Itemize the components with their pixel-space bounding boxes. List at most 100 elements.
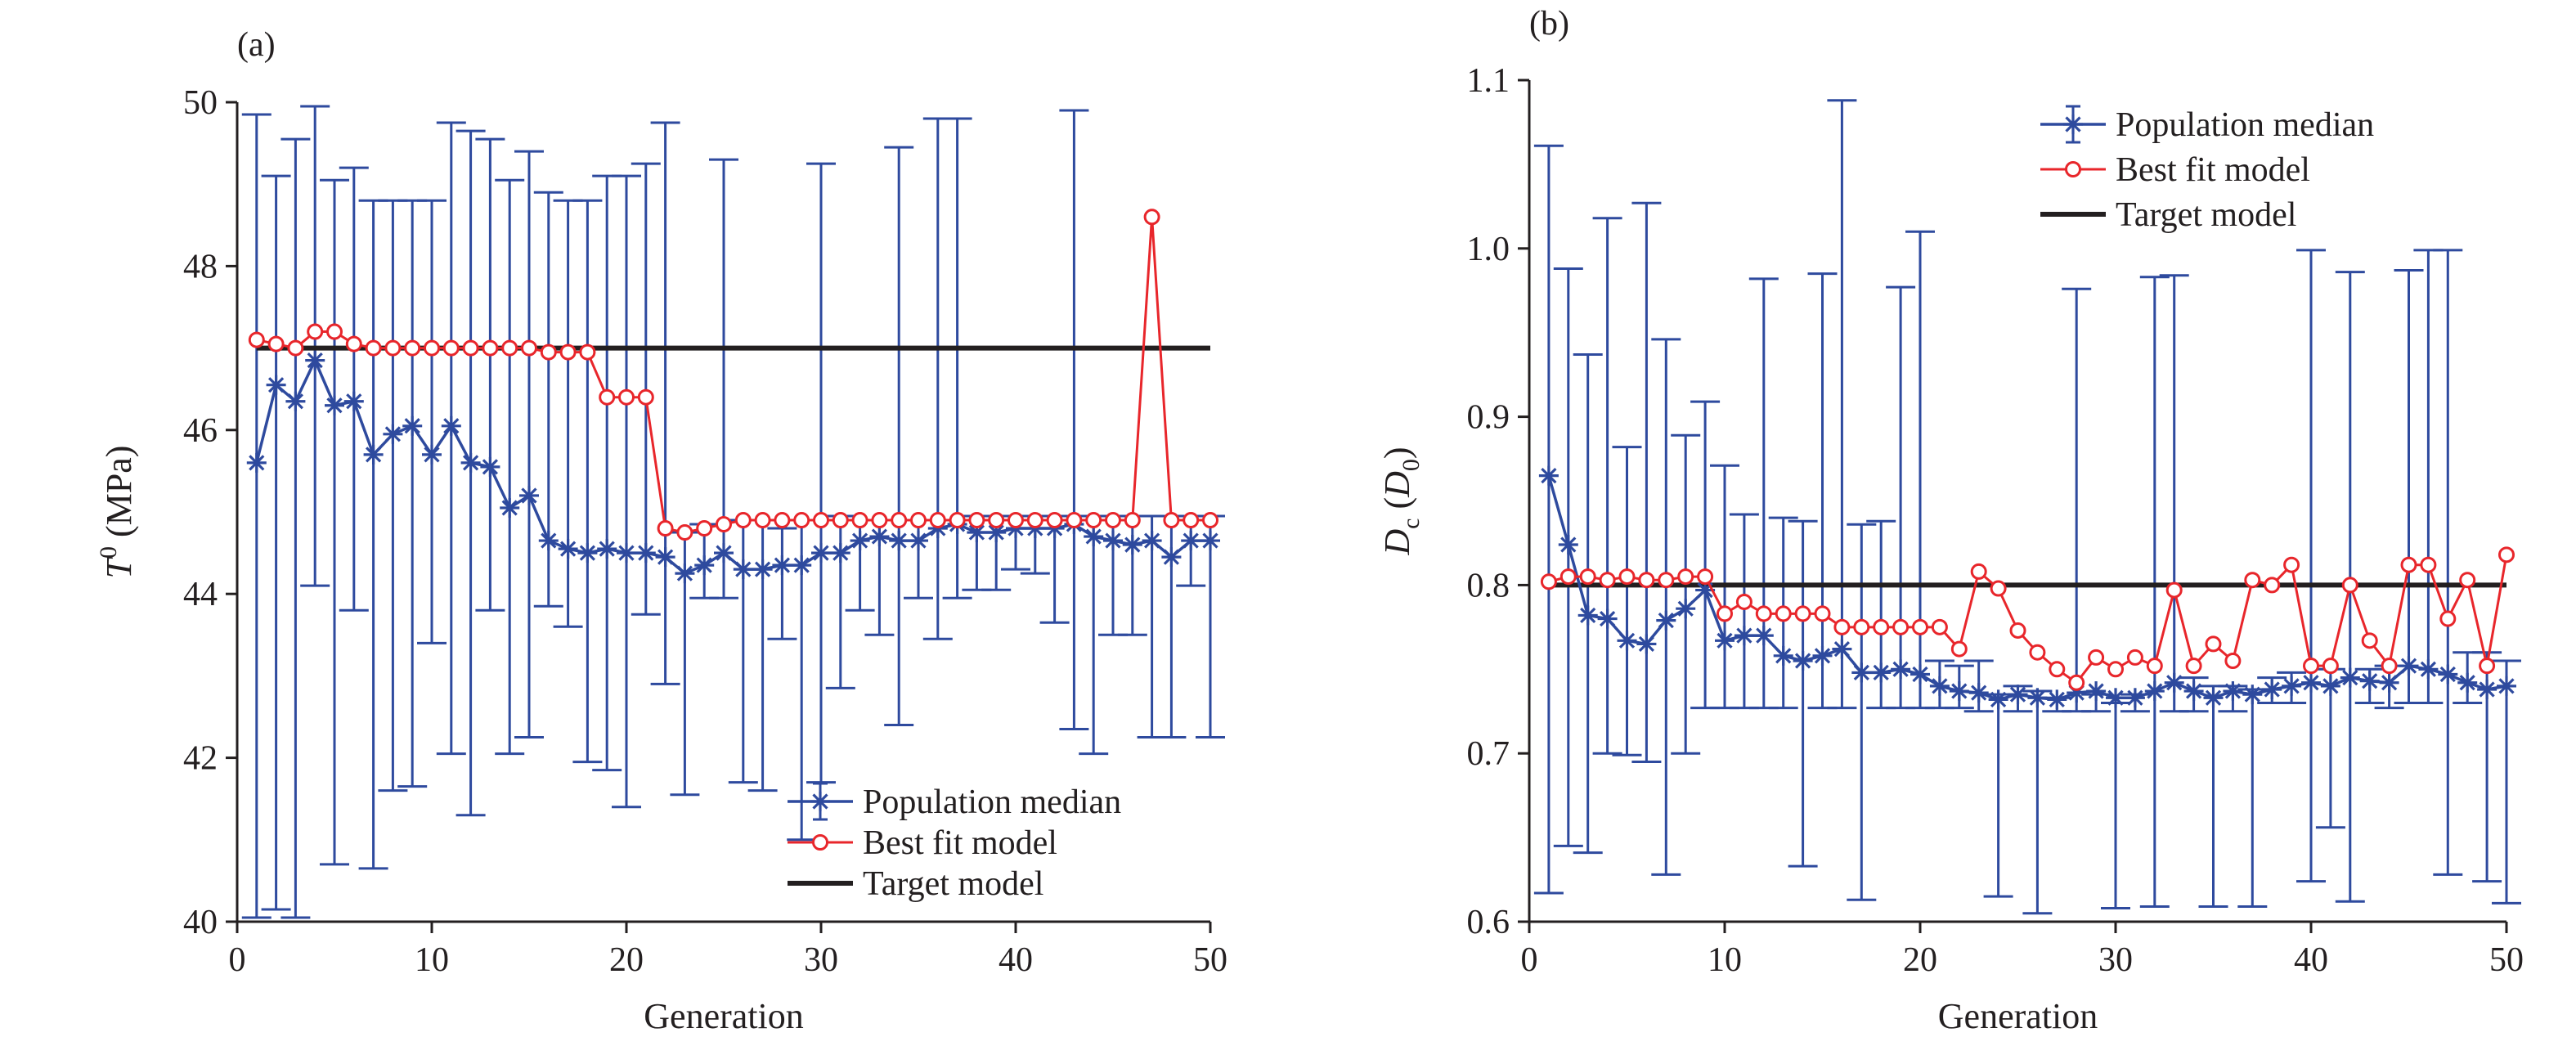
population-median-point-stroke <box>1736 627 1752 644</box>
population-median-point-stroke <box>1794 653 1811 669</box>
population-median-point-stroke <box>696 557 712 573</box>
best-fit-point <box>2165 581 2183 599</box>
population-median-point <box>850 531 870 551</box>
best-fit-point <box>1046 512 1063 529</box>
population-median-point <box>2047 689 2067 710</box>
population-median-point-stroke <box>2439 666 2456 683</box>
best-fit-point <box>1124 512 1141 529</box>
best-fit-point <box>618 388 635 406</box>
population-median-point-stroke <box>2479 681 2495 698</box>
best-fit-point <box>442 339 460 357</box>
population-median-point-stroke <box>735 561 752 577</box>
best-fit-point <box>929 512 946 529</box>
best-fit-point <box>1755 605 1772 622</box>
population-median-point <box>752 559 773 580</box>
x-tick-label: 0 <box>229 941 246 979</box>
population-median-point-stroke <box>2303 675 2319 691</box>
panel-label: (a) <box>237 26 276 64</box>
x-tick-label: 30 <box>2098 941 2133 979</box>
population-median-point <box>2164 672 2184 693</box>
population-median-point <box>1200 531 1220 551</box>
y-axis-title-subscript: c <box>1398 518 1425 528</box>
best-fit-point <box>1163 512 1180 529</box>
x-tick-label: 10 <box>415 941 449 979</box>
best-fit-point <box>832 512 849 529</box>
best-fit-point <box>1618 568 1636 586</box>
x-tick-label: 40 <box>999 941 1033 979</box>
best-fit-point <box>2009 622 2026 639</box>
best-fit-point <box>1853 618 1870 635</box>
population-median-point <box>558 539 578 559</box>
best-fit-point <box>754 512 771 529</box>
population-median-point-stroke <box>1853 664 1869 681</box>
population-median-point <box>1793 651 1813 671</box>
population-median-point-stroke <box>891 532 907 549</box>
population-median-point-stroke <box>910 532 927 549</box>
population-median-point-stroke <box>2049 691 2065 707</box>
population-median-point <box>480 456 500 477</box>
best-fit-point <box>2459 572 2476 589</box>
population-median-point-stroke <box>813 545 829 561</box>
population-median-point-stroke <box>1833 640 1851 658</box>
population-median-point <box>655 547 675 568</box>
population-median-point-stroke <box>1560 536 1577 553</box>
best-fit-point <box>2479 658 2496 675</box>
best-fit-point <box>1677 568 1694 586</box>
population-median-point-stroke <box>1163 549 1180 565</box>
population-median-point <box>1636 634 1657 654</box>
population-median-point <box>1161 547 1182 568</box>
best-fit-point <box>2049 661 2066 678</box>
population-median-point <box>1103 531 1123 551</box>
population-median-point <box>2262 679 2282 699</box>
x-tick-label: 0 <box>1521 941 1538 979</box>
population-median-point <box>285 391 306 411</box>
population-median-point-stroke <box>2185 683 2202 699</box>
best-fit-point <box>384 339 402 357</box>
best-fit-point <box>248 331 265 348</box>
population-median-point <box>2203 688 2224 708</box>
population-median-point-stroke <box>2264 681 2280 698</box>
best-fit-point <box>1735 593 1752 610</box>
population-median-point <box>1812 645 1833 666</box>
population-median-point <box>1577 605 1598 626</box>
population-median-point <box>500 497 520 518</box>
legend-swatch-population-marker <box>810 792 830 811</box>
population-median-point-stroke <box>2127 689 2143 706</box>
population-median-point <box>1142 531 1162 551</box>
best-fit-point <box>307 323 324 340</box>
best-fit-point <box>267 335 285 352</box>
population-median-point-stroke <box>2088 683 2104 699</box>
best-fit-point <box>891 512 908 529</box>
population-median-point <box>1929 676 1950 696</box>
population-median-point-stroke <box>1892 661 1909 677</box>
y-axis-title: T0 (MPa) <box>95 446 139 579</box>
population-median-point <box>1597 608 1618 629</box>
population-median-point-stroke <box>443 418 460 434</box>
population-median-point-stroke <box>404 418 420 434</box>
best-fit-point <box>1560 568 1577 586</box>
population-median-point <box>2242 685 2263 705</box>
population-median-point-stroke <box>267 377 285 393</box>
population-median-point-stroke <box>2205 689 2222 706</box>
population-median-point <box>305 350 325 370</box>
best-fit-point <box>2264 577 2281 594</box>
population-median-point-stroke <box>1541 468 1557 484</box>
best-fit-point <box>2341 577 2358 594</box>
best-fit-point <box>949 512 966 529</box>
population-median-point <box>1891 659 1911 680</box>
population-median-point-stroke <box>482 459 499 475</box>
best-fit-point <box>2244 572 2261 589</box>
population-median-point-stroke <box>676 565 693 581</box>
population-median-point-stroke <box>365 447 382 463</box>
population-median-point <box>2340 667 2360 688</box>
population-median-point <box>1676 599 1696 619</box>
y-tick-label: 0.6 <box>1467 904 1510 941</box>
best-fit-point <box>2283 556 2300 573</box>
y-axis-title-superscript: 0 <box>95 546 122 559</box>
best-fit-point <box>2420 556 2437 573</box>
x-axis-title: Generation <box>644 996 803 1036</box>
population-median-point-stroke <box>1677 600 1694 617</box>
y-tick-label: 40 <box>183 904 218 941</box>
